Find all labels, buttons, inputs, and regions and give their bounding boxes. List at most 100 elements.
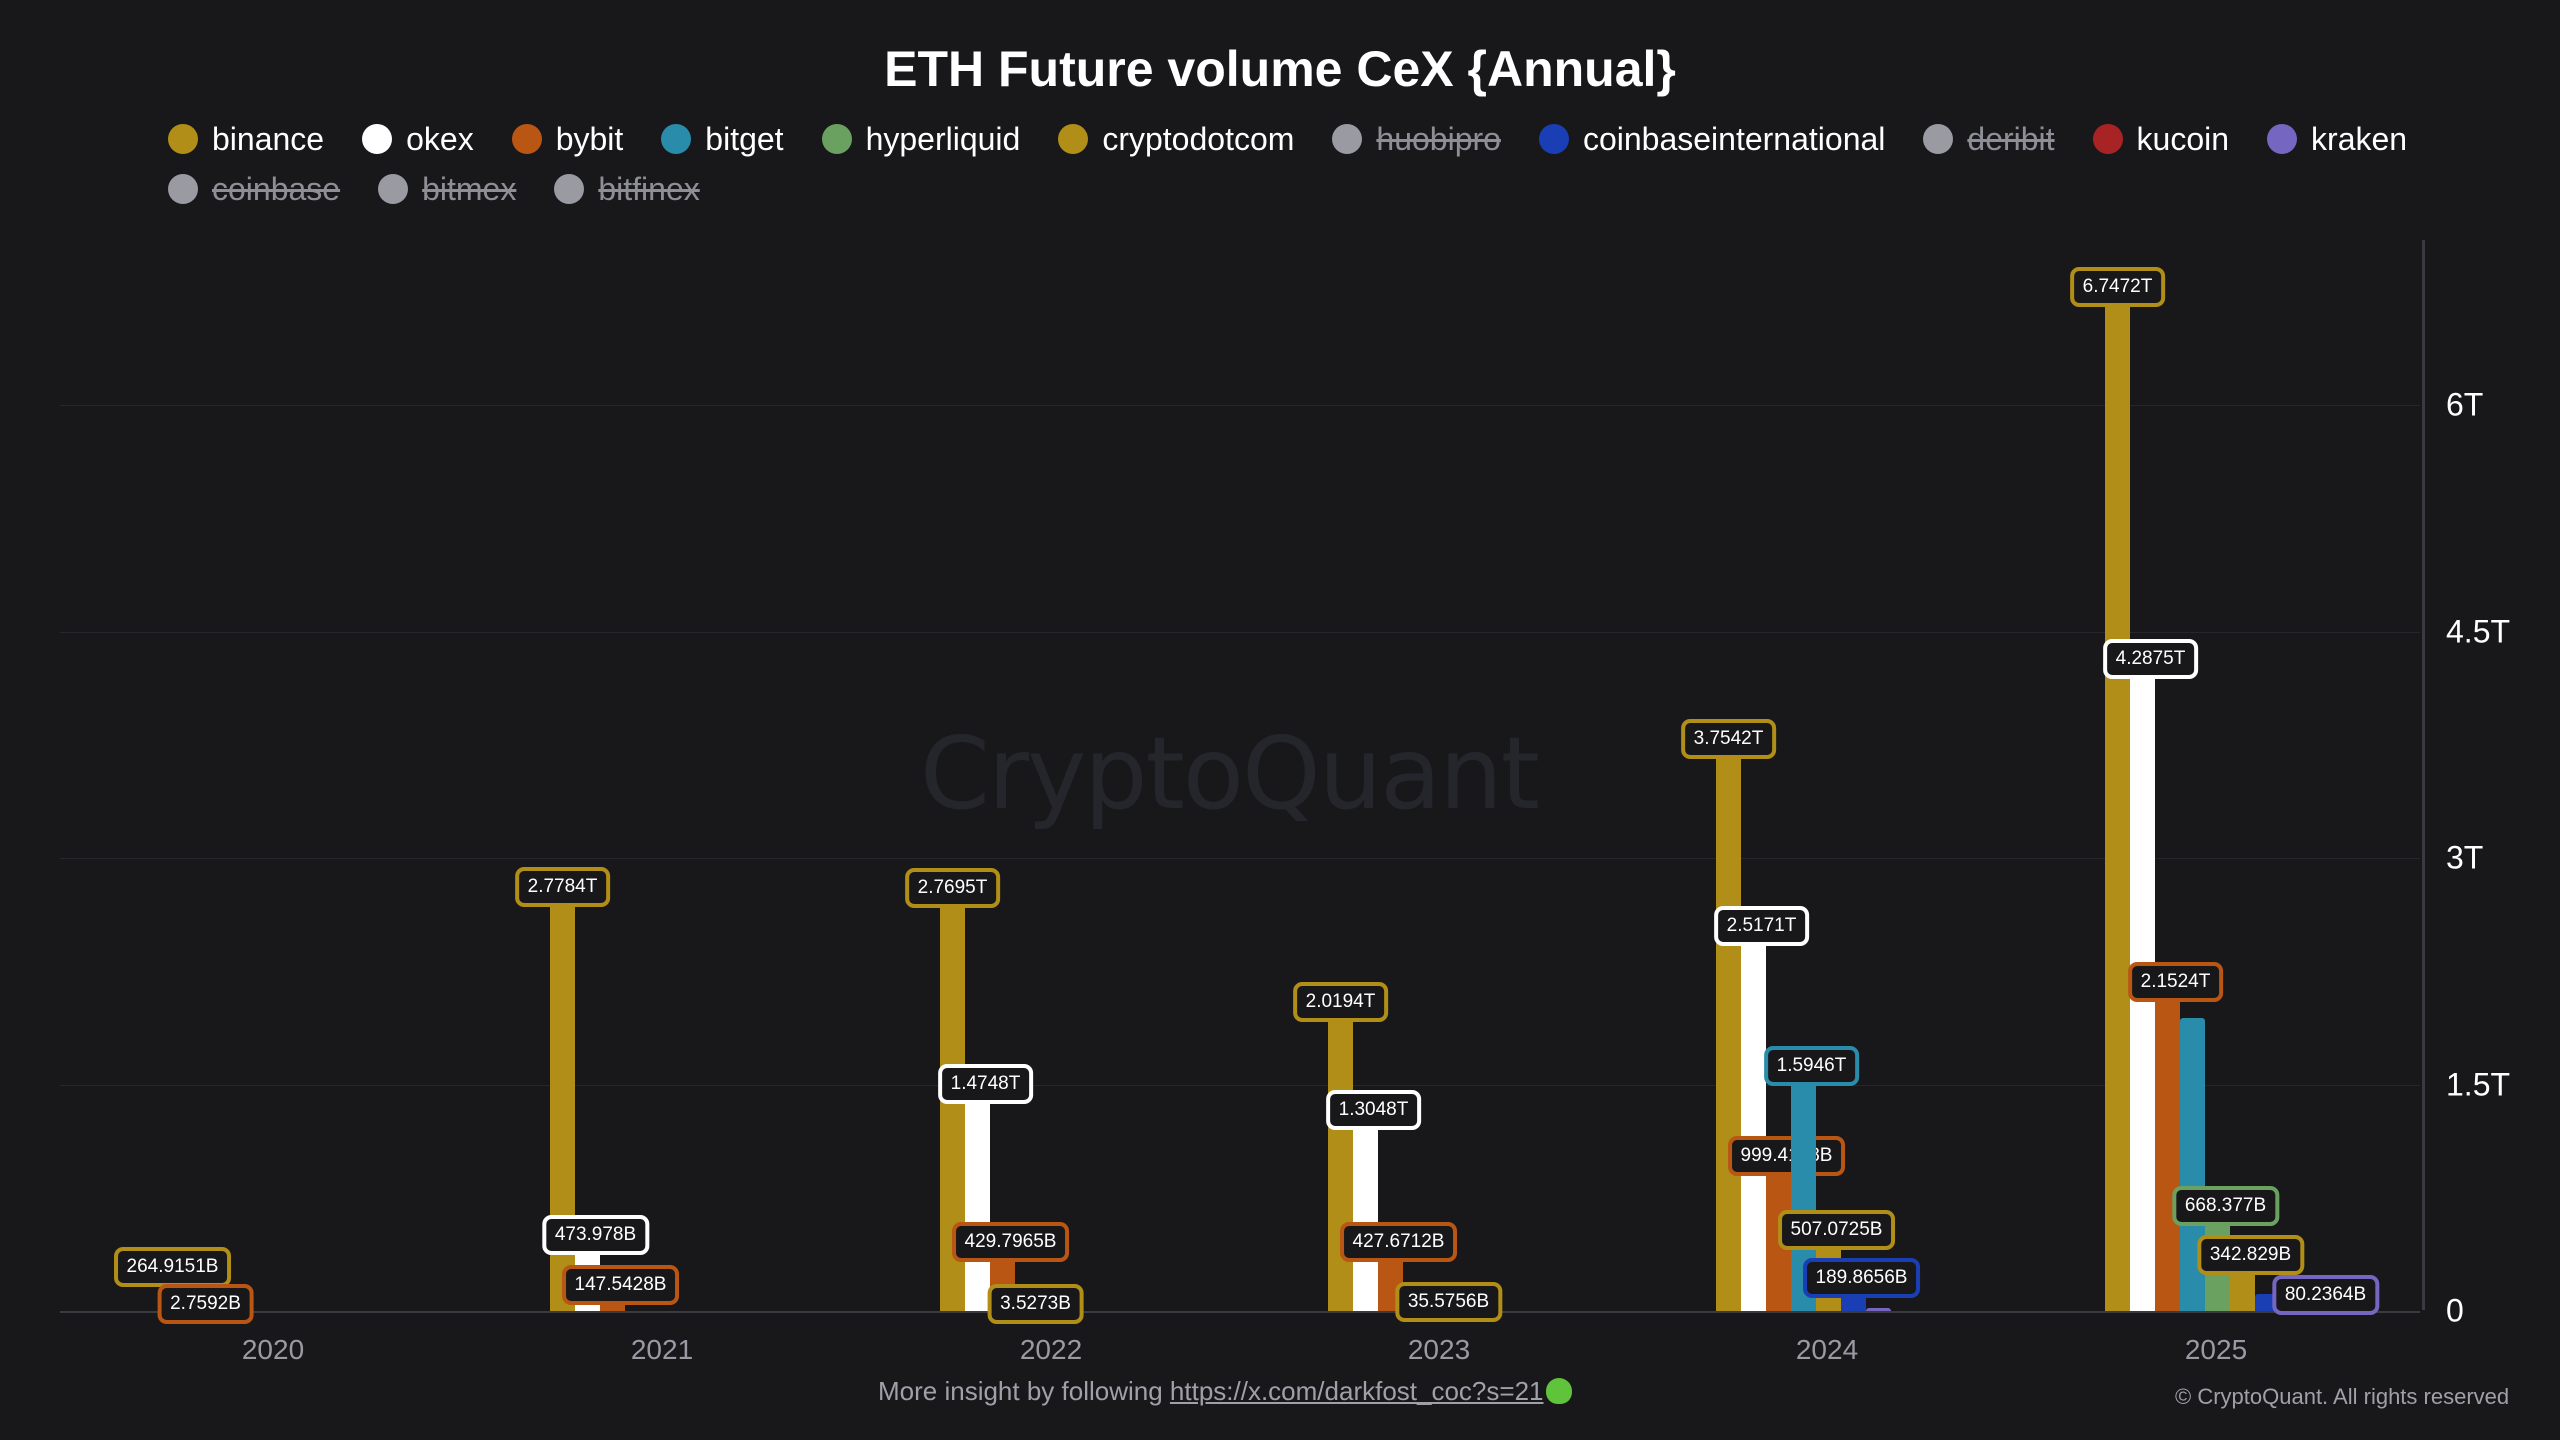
legend-item-okex[interactable]: okex [362,118,474,160]
value-label-coinbaseinternational-2024: 189.8656B [1802,1258,1921,1299]
y-tick-6t: 6T [2446,386,2484,423]
legend-label: bitmex [422,170,517,207]
value-label-cryptodotcom-2022: 3.5273B [987,1284,1084,1324]
watermark: CryptoQuant [920,715,1540,832]
value-label-binance-2022: 2.7695T [904,868,1001,909]
legend-dot-icon [2092,124,2123,154]
value-label-bybit-2023: 427.6712B [1339,1222,1458,1263]
legend-item-binance[interactable]: binance [168,118,324,160]
legend-item-bybit[interactable]: bybit [511,118,624,160]
legend-dot-icon [821,124,852,154]
value-label-bybit-2021: 147.5428B [561,1264,680,1305]
frog-emoji-icon [1545,1378,1572,1404]
value-label-cryptodotcom-2023: 35.5756B [1394,1281,1503,1322]
legend-label: huobipro [1376,120,1501,157]
legend-item-coinbaseinternational[interactable]: coinbaseinternational [1538,118,1886,160]
value-label-binance-2020: 264.9151B [113,1246,232,1287]
legend-dot-icon [1923,124,1954,154]
legend-label: hyperliquid [865,120,1021,157]
legend-dot-icon [554,174,585,204]
legend-item-bitfinex[interactable]: bitfinex [554,168,700,210]
x-tick-2023: 2023 [1407,1334,1471,1365]
legend-label: kraken [2311,120,2408,157]
copyright: © CryptoQuant. All rights reserved [2175,1384,2510,1409]
bar-binance-2024[interactable] [1716,743,1741,1311]
legend-label: cryptodotcom [1102,120,1295,157]
x-tick-2024: 2024 [1795,1334,1859,1365]
legend-label: coinbase [212,170,341,207]
footer-prefix: More insight by following [878,1376,1170,1406]
value-label-kraken-2025: 80.2364B [2271,1274,2380,1315]
legend-label: bybit [555,120,624,157]
legend-dot-icon [2267,124,2298,154]
legend-dot-icon [168,124,198,154]
legend-dot-icon [168,174,198,204]
legend-label: bitget [705,120,784,157]
value-label-bitget-2024: 1.5946T [1763,1045,1860,1086]
value-label-okex-2025: 4.2875T [2102,638,2199,679]
legend-item-hyperliquid[interactable]: hyperliquid [821,118,1021,160]
x-tick-2025: 2025 [2184,1334,2248,1365]
value-label-binance-2025: 6.7472T [2069,266,2166,307]
legend-dot-icon [511,124,542,154]
value-label-cryptodotcom-2024: 507.0725B [1777,1210,1896,1251]
y-tick-3t: 3T [2446,839,2484,876]
footer: More insight by following https://x.com/… [878,1376,1572,1407]
legend-label: coinbaseinternational [1582,120,1886,157]
legend-dot-icon [1058,124,1089,154]
value-label-cryptodotcom-2025: 342.829B [2196,1235,2305,1276]
gridline-3t [60,858,2420,859]
legend-label: kucoin [2136,120,2230,157]
gridline-1_5t [60,1085,2420,1086]
bar-okex-2024[interactable] [1741,930,1766,1311]
value-label-okex-2023: 1.3048T [1325,1089,1422,1130]
y-axis-line [2422,240,2425,1310]
bar-okex-2022[interactable] [965,1088,990,1311]
value-label-bybit-2025: 2.1524T [2127,961,2224,1002]
value-label-hyperliquid-2025: 668.377B [2171,1185,2280,1226]
legend-item-deribit[interactable]: deribit [1923,118,2055,160]
x-tick-2020: 2020 [241,1334,305,1365]
legend-item-coinbase[interactable]: coinbase [168,168,340,210]
gridline-6t [60,405,2420,406]
y-tick-1_5t: 1.5T [2446,1066,2511,1103]
chart-title: ETH Future volume CeX {Annual} [884,41,1676,97]
value-label-binance-2024: 3.7542T [1680,719,1777,760]
bar-okex-2023[interactable] [1353,1113,1378,1311]
value-label-binance-2023: 2.0194T [1292,981,1389,1022]
bar-binance-2025[interactable] [2105,290,2130,1311]
legend-dot-icon [362,124,393,154]
plot-area: 264.9151B 2.7592B 2.7784T 473.978B 147.5428B… [60,240,2420,1324]
value-label-okex-2024: 2.5171T [1713,906,1810,947]
legend-item-huobipro[interactable]: huobipro [1332,118,1501,160]
value-label-okex-2022: 1.4748T [937,1064,1034,1104]
x-tick-2021: 2021 [630,1334,694,1365]
y-tick-0: 0 [2446,1292,2464,1329]
gridline-4_5t [60,632,2420,633]
legend-label: bitfinex [598,170,700,207]
legend-item-cryptodotcom[interactable]: cryptodotcom [1058,118,1294,160]
legend-label: binance [212,120,325,157]
value-label-bybit-2024: 999.4148B [1727,1135,1846,1176]
x-tick-2022: 2022 [1019,1334,1083,1365]
legend-item-kraken[interactable]: kraken [2267,118,2407,160]
x-axis-line [60,1311,2420,1313]
legend: binance okex bybit bitget hyperliquid cryptod… [168,118,2468,210]
bar-bybit-2025[interactable] [2155,985,2180,1311]
value-label-binance-2021: 2.7784T [514,866,611,907]
legend-dot-icon [1538,124,1569,154]
legend-item-bitget[interactable]: bitget [661,118,784,160]
legend-item-kucoin[interactable]: kucoin [2092,118,2230,160]
bar-binance-2023[interactable] [1328,1005,1353,1311]
legend-item-bitmex[interactable]: bitmex [378,168,516,210]
legend-dot-icon [1332,124,1363,154]
legend-dot-icon [378,174,409,204]
bar-kraken-2024[interactable] [1866,1308,1891,1311]
value-label-bybit-2022: 429.7965B [951,1222,1070,1262]
legend-label: deribit [1967,120,2055,157]
value-label-okex-2021: 473.978B [541,1215,650,1256]
footer-link[interactable]: https://x.com/darkfost_coc?s=21 [1169,1376,1544,1406]
y-tick-4_5t: 4.5T [2446,613,2511,650]
legend-label: okex [406,120,474,157]
value-label-bybit-2020: 2.7592B [157,1284,254,1324]
